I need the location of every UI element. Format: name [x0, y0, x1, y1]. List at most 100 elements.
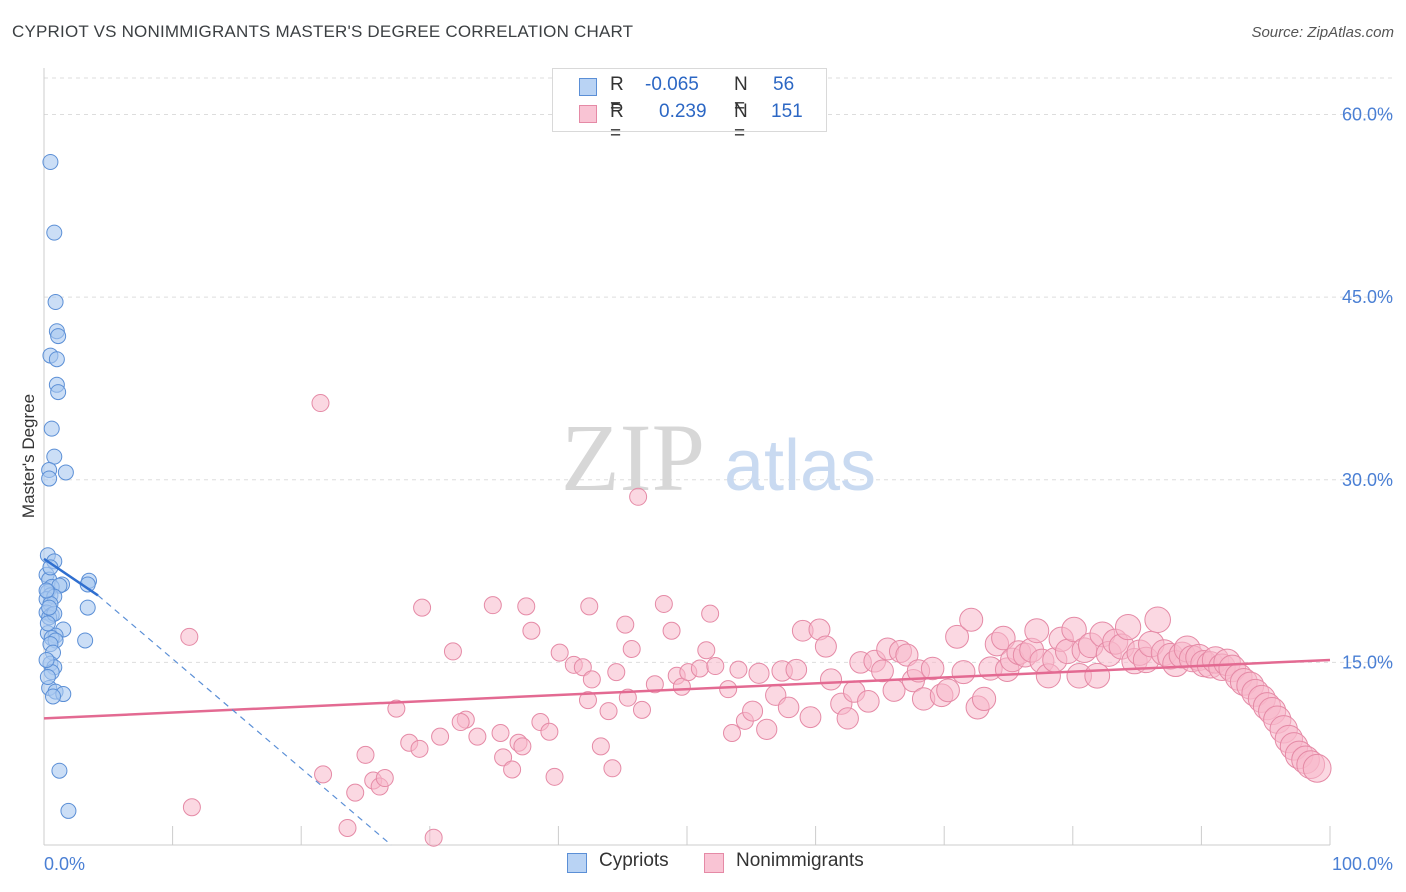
watermark: ZIP atlas	[561, 404, 876, 511]
nonimmigrants-point	[756, 718, 778, 740]
chart-title: CYPRIOT VS NONIMMIGRANTS MASTER'S DEGREE…	[12, 22, 634, 41]
legend-r-value: 0.239	[659, 101, 707, 122]
nonimmigrants-point	[1084, 662, 1111, 689]
tick-labels: 15.0% 30.0% 45.0% 60.0% 0.0% 100.0%	[44, 105, 1393, 874]
nonimmigrants-point	[622, 639, 641, 658]
cypriots-point	[46, 224, 63, 241]
nonimmigrants-point	[936, 678, 960, 703]
nonimmigrants-point	[836, 707, 859, 730]
nonimmigrants-point	[468, 727, 487, 746]
nonimmigrants-point	[311, 394, 330, 413]
cypriots-point	[60, 802, 77, 819]
cypriots-point	[39, 615, 56, 632]
nonimmigrants-point	[706, 657, 725, 676]
nonimmigrants-point	[591, 737, 610, 756]
nonimmigrants-point	[645, 675, 664, 694]
nonimmigrants-point	[314, 765, 333, 784]
cypriots-point	[39, 668, 56, 685]
x-tick-label: 0.0%	[44, 854, 85, 874]
y-tick-label: 30.0%	[1342, 470, 1393, 490]
cypriots-point	[51, 762, 68, 779]
nonimmigrants-point	[182, 798, 201, 817]
y-axis-label: Master's Degree	[19, 394, 38, 518]
legend-swatch-blue	[579, 78, 597, 96]
nonimmigrants-point	[443, 642, 462, 661]
nonimmigrants-point	[991, 625, 1016, 651]
nonimmigrants-point	[723, 723, 742, 742]
correlation-legend: R = -0.065 N = 56 R = 0.239 N = 151	[552, 68, 827, 144]
nonimmigrants-point	[517, 597, 536, 616]
nonimmigrants-point	[785, 658, 808, 681]
cypriots-point	[50, 328, 67, 345]
legend-r-label: R =	[610, 101, 624, 144]
axes	[43, 68, 1331, 846]
nonimmigrants-point	[1024, 618, 1050, 644]
cypriots-point	[42, 154, 59, 171]
cypriots-point	[50, 384, 67, 401]
cypriots-points	[38, 154, 98, 819]
cypriots-point	[79, 599, 96, 616]
nonimmigrants-point	[180, 627, 199, 646]
nonimmigrants-point	[387, 699, 406, 718]
nonimmigrants-point	[573, 658, 592, 677]
legend-n-label: N =	[734, 74, 748, 117]
nonimmigrants-point	[607, 663, 626, 682]
cypriots-label: Cypriots	[599, 850, 669, 871]
nonimmigrants-point	[777, 696, 800, 719]
nonimmigrants-point	[819, 668, 843, 691]
nonimmigrants-point	[729, 660, 748, 679]
watermark-atlas: atlas	[724, 426, 876, 506]
nonimmigrants-point	[629, 487, 648, 506]
nonimmigrants-point	[1061, 616, 1087, 643]
nonimmigrants-point	[920, 656, 945, 681]
nonimmigrants-point	[540, 722, 559, 741]
cypriots-point	[46, 448, 63, 465]
nonimmigrants-swatch	[704, 853, 724, 873]
cypriots-point	[41, 470, 58, 487]
nonimmigrants-point	[814, 635, 837, 658]
nonimmigrants-point	[1144, 606, 1171, 634]
nonimmigrants-point	[632, 700, 651, 719]
nonimmigrants-trend-line	[43, 658, 1331, 720]
nonimmigrants-point	[871, 659, 894, 683]
nonimmigrants-point	[719, 680, 738, 699]
nonimmigrants-point	[578, 691, 597, 710]
nonimmigrants-point	[618, 688, 637, 707]
nonimmigrants-point	[494, 748, 513, 767]
cypriots-point	[57, 464, 74, 481]
nonimmigrants-point	[701, 604, 720, 623]
nonimmigrants-point	[375, 769, 394, 788]
x-tick-label: 100.0%	[1332, 854, 1393, 874]
nonimmigrants-point	[424, 828, 443, 847]
nonimmigrants-point	[483, 596, 502, 615]
nonimmigrants-point	[690, 659, 709, 678]
nonimmigrants-point	[550, 643, 569, 662]
nonimmigrants-point	[410, 739, 429, 758]
nonimmigrants-point	[413, 598, 432, 617]
cypriots-point	[38, 651, 55, 668]
nonimmigrants-point	[616, 615, 635, 634]
legend-n-value: 151	[771, 101, 803, 122]
nonimmigrants-point	[882, 678, 906, 702]
nonimmigrants-point	[451, 713, 470, 732]
cypriots-point	[77, 632, 94, 649]
gridlines	[44, 77, 1392, 663]
nonimmigrants-point	[662, 621, 681, 640]
cypriots-trend-extension	[97, 594, 392, 846]
nonimmigrants-point	[338, 818, 357, 837]
nonimmigrants-point	[431, 727, 450, 746]
nonimmigrants-point	[522, 621, 541, 640]
nonimmigrants-point	[1114, 613, 1142, 641]
nonimmigrants-points	[180, 394, 1332, 847]
nonimmigrants-point	[959, 607, 984, 632]
cypriots-point	[48, 351, 65, 368]
nonimmigrants-point	[945, 624, 969, 649]
nonimmigrants-point	[1302, 753, 1332, 783]
nonimmigrants-point	[545, 767, 564, 786]
nonimmigrants-point	[971, 686, 997, 712]
source-credit: Source: ZipAtlas.com	[1251, 24, 1394, 41]
cypriots-point	[47, 294, 64, 311]
cypriots-point	[43, 420, 60, 437]
y-tick-label: 15.0%	[1342, 652, 1393, 672]
